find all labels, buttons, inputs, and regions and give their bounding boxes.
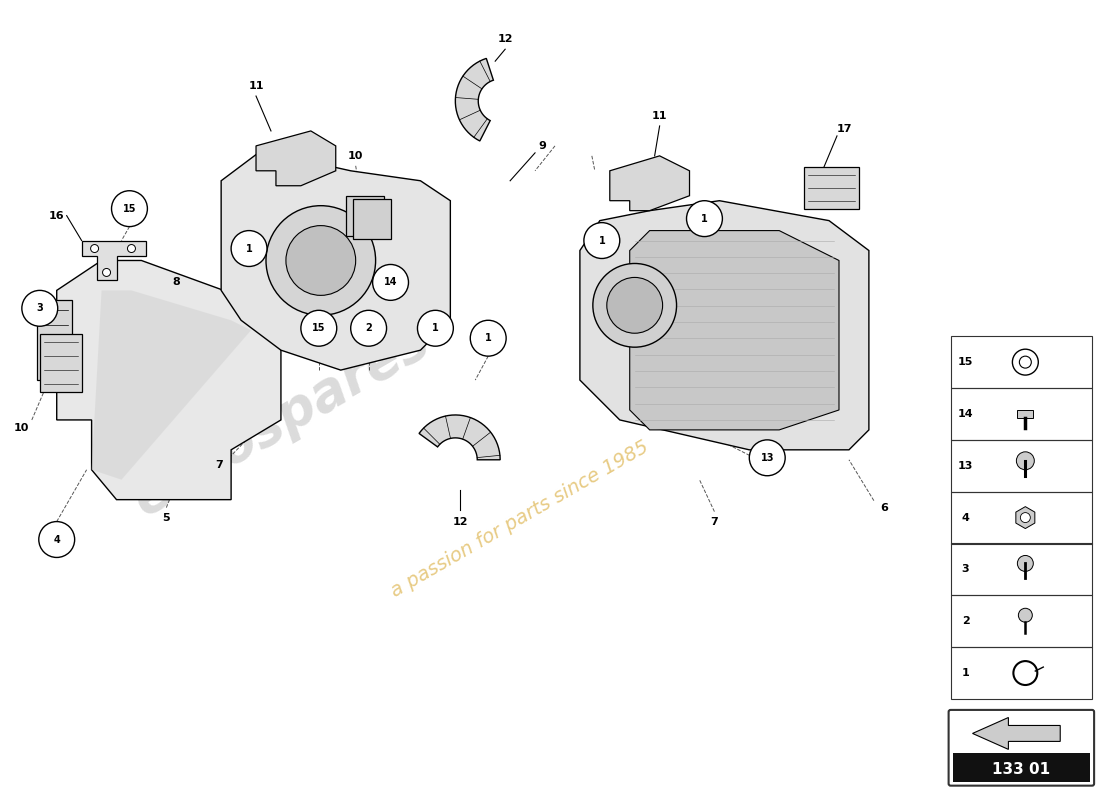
Text: 7: 7 <box>216 460 223 470</box>
Polygon shape <box>455 58 494 141</box>
Circle shape <box>471 320 506 356</box>
Circle shape <box>351 310 386 346</box>
Polygon shape <box>221 151 450 370</box>
Text: 13: 13 <box>958 461 974 470</box>
Text: eurospares: eurospares <box>123 314 438 526</box>
Text: 1: 1 <box>961 668 969 678</box>
Circle shape <box>1020 356 1032 368</box>
Text: 13: 13 <box>760 453 774 462</box>
Bar <box>345 196 384 235</box>
Circle shape <box>286 226 355 295</box>
Text: 7: 7 <box>711 517 718 526</box>
Text: 12: 12 <box>452 517 469 526</box>
Text: 3: 3 <box>36 303 43 314</box>
Circle shape <box>266 206 375 315</box>
Circle shape <box>90 245 99 253</box>
Text: 9: 9 <box>538 141 546 151</box>
Text: 1: 1 <box>598 235 605 246</box>
Circle shape <box>301 310 337 346</box>
Circle shape <box>1016 452 1034 470</box>
Circle shape <box>128 245 135 253</box>
Bar <box>804 167 859 209</box>
Circle shape <box>593 263 676 347</box>
Polygon shape <box>256 131 336 186</box>
Text: 4: 4 <box>53 534 60 545</box>
Bar <box>40 334 81 392</box>
Text: 2: 2 <box>961 616 969 626</box>
Circle shape <box>749 440 785 476</box>
Bar <box>950 492 1092 543</box>
Circle shape <box>1019 608 1032 622</box>
Text: 15: 15 <box>312 323 326 334</box>
Circle shape <box>686 201 723 237</box>
Text: 2: 2 <box>365 323 372 334</box>
Text: 133 01: 133 01 <box>992 762 1050 777</box>
Polygon shape <box>81 241 146 281</box>
Polygon shape <box>57 261 280 500</box>
Bar <box>950 388 1092 440</box>
Text: a passion for parts since 1985: a passion for parts since 1985 <box>388 438 652 602</box>
Bar <box>950 336 1092 388</box>
Bar <box>950 595 1092 647</box>
Circle shape <box>373 265 408 300</box>
Text: 8: 8 <box>173 278 180 287</box>
Text: 10: 10 <box>14 423 30 433</box>
Text: 14: 14 <box>384 278 397 287</box>
Text: 17: 17 <box>836 124 851 134</box>
Text: 4: 4 <box>961 513 969 522</box>
Polygon shape <box>580 201 869 450</box>
Polygon shape <box>91 290 251 480</box>
Circle shape <box>111 190 147 226</box>
Polygon shape <box>629 230 839 430</box>
Text: 16: 16 <box>48 210 65 221</box>
Bar <box>353 198 390 238</box>
Bar <box>950 440 1092 492</box>
Text: 11: 11 <box>652 111 668 121</box>
Text: 6: 6 <box>880 502 888 513</box>
Circle shape <box>1021 513 1031 522</box>
Bar <box>953 753 1090 782</box>
Circle shape <box>231 230 267 266</box>
Circle shape <box>607 278 662 334</box>
Text: 3: 3 <box>961 565 969 574</box>
Text: 1: 1 <box>432 323 439 334</box>
Text: 1: 1 <box>701 214 707 224</box>
Bar <box>950 647 1092 699</box>
Circle shape <box>102 269 110 277</box>
Text: 15: 15 <box>958 357 974 367</box>
Text: 5: 5 <box>163 513 170 522</box>
Bar <box>950 543 1092 595</box>
Text: 15: 15 <box>123 204 136 214</box>
Text: 1: 1 <box>245 243 252 254</box>
Circle shape <box>22 290 57 326</box>
Text: 12: 12 <box>497 34 513 44</box>
Polygon shape <box>1016 506 1035 529</box>
Polygon shape <box>972 718 1060 750</box>
Circle shape <box>584 222 619 258</box>
Bar <box>36 300 72 380</box>
Text: 10: 10 <box>348 151 363 161</box>
Text: 1: 1 <box>485 334 492 343</box>
Circle shape <box>418 310 453 346</box>
Circle shape <box>39 522 75 558</box>
FancyBboxPatch shape <box>948 710 1094 786</box>
Bar <box>1018 410 1033 418</box>
Text: 14: 14 <box>958 409 974 419</box>
Polygon shape <box>609 156 690 210</box>
Polygon shape <box>419 415 500 460</box>
Circle shape <box>1018 555 1033 571</box>
Text: 11: 11 <box>249 81 264 91</box>
